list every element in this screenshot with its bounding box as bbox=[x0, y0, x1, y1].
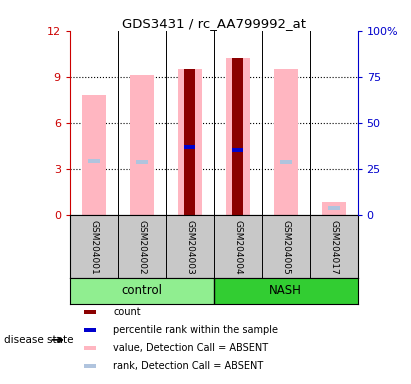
Bar bbox=[84, 346, 96, 350]
Bar bbox=[82, 95, 106, 215]
Text: GSM204001: GSM204001 bbox=[89, 220, 98, 274]
Bar bbox=[232, 58, 243, 215]
Text: value, Detection Call = ABSENT: value, Detection Call = ABSENT bbox=[113, 343, 268, 353]
Bar bbox=[88, 159, 100, 163]
Bar bbox=[274, 69, 298, 215]
Text: disease state: disease state bbox=[4, 335, 74, 345]
Text: GSM204003: GSM204003 bbox=[185, 220, 194, 274]
Bar bbox=[130, 75, 154, 215]
Bar bbox=[232, 148, 243, 152]
Text: GSM204017: GSM204017 bbox=[329, 220, 338, 274]
Text: GSM204002: GSM204002 bbox=[137, 220, 146, 274]
Text: count: count bbox=[113, 307, 141, 317]
Bar bbox=[84, 310, 96, 314]
Bar bbox=[84, 364, 96, 367]
Bar bbox=[136, 161, 148, 164]
Bar bbox=[279, 161, 292, 164]
Text: GSM204004: GSM204004 bbox=[233, 220, 242, 274]
Bar bbox=[322, 202, 346, 215]
Bar bbox=[185, 69, 195, 215]
Title: GDS3431 / rc_AA799992_at: GDS3431 / rc_AA799992_at bbox=[122, 17, 306, 30]
Text: percentile rank within the sample: percentile rank within the sample bbox=[113, 325, 278, 335]
Bar bbox=[70, 278, 214, 304]
Text: NASH: NASH bbox=[269, 284, 302, 297]
Bar bbox=[84, 328, 96, 332]
Bar bbox=[328, 207, 339, 210]
Bar bbox=[178, 69, 202, 215]
Bar bbox=[226, 58, 250, 215]
Bar bbox=[214, 278, 358, 304]
Text: rank, Detection Call = ABSENT: rank, Detection Call = ABSENT bbox=[113, 361, 263, 371]
Text: GSM204005: GSM204005 bbox=[281, 220, 290, 274]
Bar bbox=[184, 145, 195, 149]
Text: control: control bbox=[121, 284, 162, 297]
